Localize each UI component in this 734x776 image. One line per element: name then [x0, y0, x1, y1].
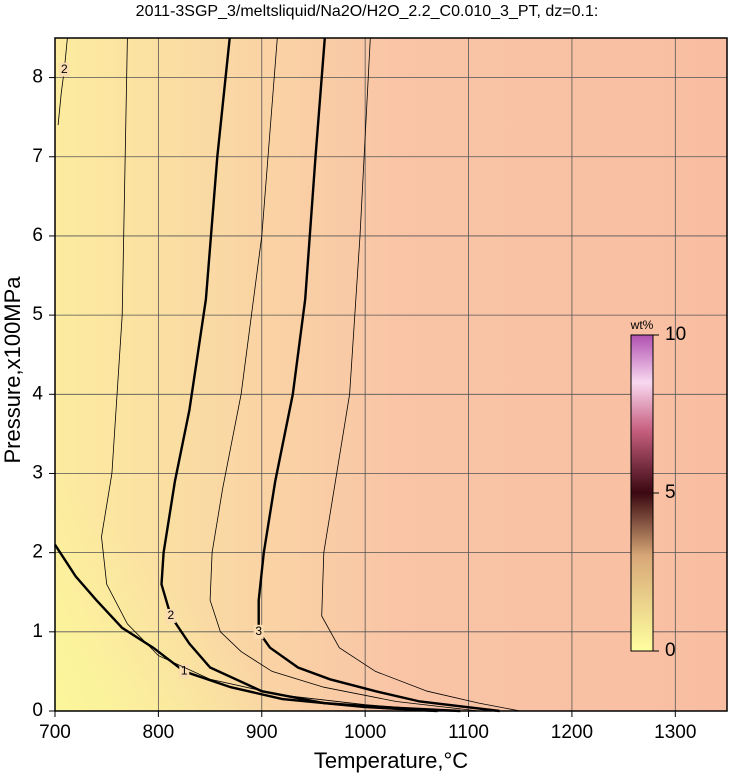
x-tick-label: 700 — [39, 722, 71, 743]
colorbar-tick-label: 0 — [665, 640, 676, 661]
contour-label: 3 — [255, 624, 262, 638]
contour-label-bg — [179, 664, 190, 679]
colorbar-label: wt% — [630, 318, 654, 332]
contour-line — [160, 37, 461, 713]
plot-shade — [55, 400, 355, 711]
x-tick-label: 1100 — [448, 722, 489, 743]
colorbar-tick-label: 5 — [665, 482, 676, 503]
y-tick-label: 2 — [32, 542, 43, 563]
y-tick-label: 1 — [32, 621, 43, 642]
y-tick-label: 7 — [32, 146, 43, 167]
x-tick-label: 900 — [246, 722, 278, 743]
y-tick-label: 6 — [32, 225, 43, 246]
contour-label: 2 — [167, 608, 174, 622]
x-tick-label: 800 — [143, 722, 175, 743]
contour-line — [321, 37, 521, 712]
contour-label: 1 — [181, 664, 188, 678]
y-tick-label: 0 — [32, 700, 43, 721]
contour-line — [257, 37, 500, 713]
x-tick-label: 1300 — [654, 722, 696, 743]
x-tick-label: 1000 — [344, 722, 386, 743]
contour-label: 2 — [61, 62, 68, 76]
contour-label-bg — [165, 608, 176, 623]
contour-line — [57, 37, 68, 126]
chart-title: 2011-3SGP_3/meltsliquid/Na2O/H2O_2.2_C0.… — [136, 3, 599, 20]
colorbar — [630, 334, 654, 652]
y-tick-label: 4 — [32, 383, 43, 404]
y-axis-label: Pressure,x100MPa — [0, 276, 25, 464]
x-tick-label: 1200 — [551, 722, 593, 743]
contour-label-bg — [253, 624, 264, 639]
contour-line — [101, 37, 448, 712]
contour-line — [209, 37, 479, 712]
x-axis-label: Temperature,°C — [314, 748, 468, 773]
y-tick-label: 8 — [32, 67, 43, 88]
y-tick-label: 5 — [32, 304, 43, 325]
contour-label-bg — [59, 62, 70, 77]
colorbar-tick-label: 10 — [665, 324, 686, 345]
y-tick-label: 3 — [32, 462, 43, 483]
plot-frame — [54, 37, 728, 712]
